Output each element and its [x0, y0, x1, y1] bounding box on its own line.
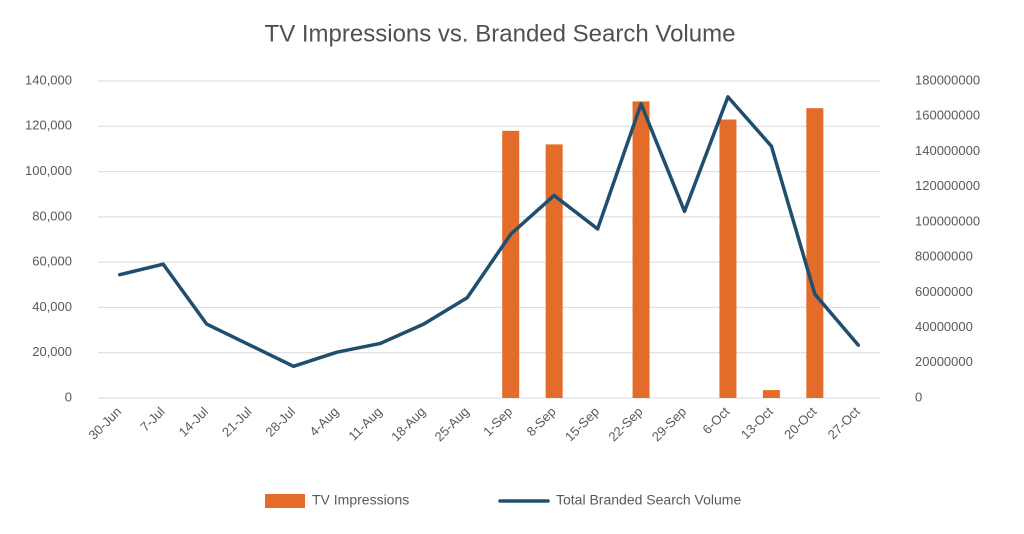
- bar: [806, 108, 824, 399]
- y-tick-label: 120,000: [25, 118, 72, 133]
- x-tick-label: 27-Oct: [825, 404, 863, 442]
- line: [117, 95, 861, 369]
- y2-tick-label: 120000000: [915, 178, 980, 193]
- y-tick-label: 60,000: [32, 254, 72, 269]
- x-tick-label: 25-Aug: [432, 404, 472, 444]
- x-tick-label: 8-Sep: [524, 404, 559, 439]
- x-tick-label: 6-Oct: [699, 404, 732, 437]
- x-tick-label: 29-Sep: [649, 404, 689, 444]
- x-tick-label: 20-Oct: [781, 404, 819, 442]
- x-tick-label: 14-Jul: [176, 404, 212, 440]
- x-tick-label: 1-Sep: [480, 404, 515, 439]
- y2-tick-label: 20000000: [915, 354, 973, 369]
- y2-tick-label: 100000000: [915, 213, 980, 228]
- y2-tick-label: 0: [915, 389, 922, 404]
- legend-label: Total Branded Search Volume: [556, 492, 741, 508]
- y2-tick-label: 180000000: [915, 72, 980, 87]
- y-tick-label: 0: [65, 389, 72, 404]
- bar: [719, 119, 737, 398]
- x-tick-label: 22-Sep: [605, 404, 645, 444]
- y-tick-label: 80,000: [32, 208, 72, 223]
- y-tick-label: 100,000: [25, 163, 72, 178]
- x-tick-label: 11-Aug: [345, 404, 385, 444]
- y2-tick-label: 80000000: [915, 249, 973, 264]
- x-tick-label: 30-Jun: [86, 404, 125, 443]
- bar: [762, 390, 780, 398]
- y-tick-label: 40,000: [32, 299, 72, 314]
- y2-tick-label: 60000000: [915, 284, 973, 299]
- legend-label: TV Impressions: [312, 492, 409, 508]
- bar: [545, 144, 563, 398]
- y2-tick-label: 140000000: [915, 143, 980, 158]
- bar: [502, 130, 520, 399]
- x-tick-label: 13-Oct: [738, 404, 776, 442]
- y2-tick-label: 40000000: [915, 319, 973, 334]
- legend-swatch: [265, 494, 305, 508]
- chart-title: TV Impressions vs. Branded Search Volume: [265, 20, 736, 47]
- y-tick-label: 140,000: [25, 72, 72, 87]
- x-tick-label: 21-Jul: [219, 404, 255, 440]
- x-tick-label: 7-Jul: [137, 404, 168, 435]
- y-tick-label: 20,000: [32, 344, 72, 359]
- x-tick-label: 28-Jul: [262, 404, 298, 440]
- x-tick-label: 4-Aug: [306, 404, 341, 439]
- bar: [632, 101, 650, 398]
- x-tick-label: 18-Aug: [388, 404, 428, 444]
- y2-tick-label: 160000000: [915, 108, 980, 123]
- x-tick-label: 15-Sep: [562, 404, 602, 444]
